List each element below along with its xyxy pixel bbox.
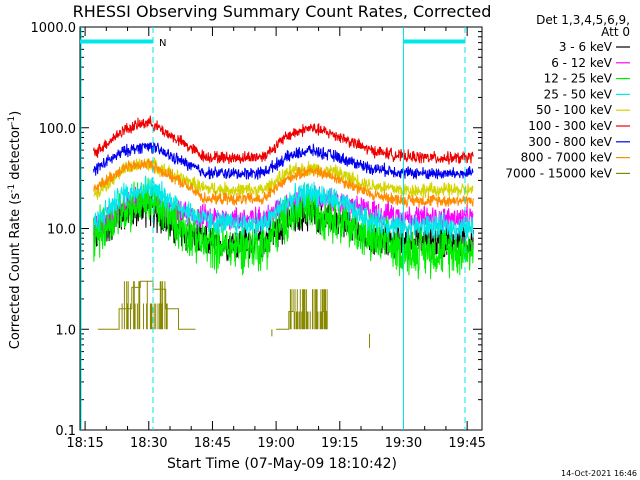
series-toggles-7000-15000 [288, 289, 328, 330]
x-tick-label: 18:30 [130, 436, 167, 451]
y-tick-label: 1000.0 [31, 21, 77, 36]
series-toggles-7000-15000 [121, 281, 168, 330]
legend-entry-label: 3 - 6 keV [559, 40, 613, 54]
attenuator-label: N [159, 38, 166, 49]
x-tick-label: 19:45 [448, 436, 485, 451]
series-line-6 [93, 141, 474, 181]
legend-entry-label: 12 - 25 keV [544, 72, 613, 86]
y-tick-label: 1.0 [55, 323, 76, 338]
attenuator-bar [80, 39, 154, 44]
y-axis-label-part: ) [8, 111, 23, 116]
legend-entry-label: 25 - 50 keV [544, 87, 613, 101]
y-axis-label: Corrected Count Rate (s-1 detector-1) [7, 111, 23, 349]
y-tick-label: 10.0 [47, 223, 76, 238]
legend-entry-label: 300 - 800 keV [528, 135, 612, 149]
series-line-3 [93, 175, 474, 242]
x-tick-label: 18:45 [194, 436, 231, 451]
legend-header: Det 1,3,4,5,6,9, [536, 13, 630, 27]
attenuator-bar [403, 39, 465, 44]
y-axis-label-part: detector [8, 124, 23, 184]
y-axis-label-part: -1 [7, 184, 17, 193]
y-axis-label-part: -1 [7, 116, 17, 125]
x-axis-label: Start Time (07-May-09 18:10:42) [167, 456, 397, 472]
chart-title: RHESSI Observing Summary Count Rates, Co… [73, 2, 492, 21]
y-tick-label: 100.0 [39, 122, 76, 137]
x-tick-label: 19:00 [257, 436, 294, 451]
series-traces [93, 115, 474, 349]
series-line-2 [93, 177, 474, 280]
legend-entry-label: 7000 - 15000 keV [505, 166, 612, 180]
x-tick-label: 18:15 [66, 436, 103, 451]
legend-entry-label: 100 - 300 keV [528, 119, 612, 133]
legend-entry-label: 6 - 12 keV [551, 56, 613, 70]
x-tick-label: 19:30 [385, 436, 422, 451]
render-timestamp: 14-Oct-2021 16:46 [561, 469, 637, 478]
x-tick-label: 19:15 [321, 436, 358, 451]
legend-entry-label: 50 - 100 keV [536, 103, 613, 117]
legend-entry-label: 800 - 7000 keV [521, 151, 613, 165]
y-axis-label-part: Corrected Count Rate (s [8, 193, 23, 350]
series-line-7 [93, 158, 474, 208]
legend-header: Att 0 [601, 25, 630, 39]
y-tick-label: 0.1 [55, 424, 76, 439]
series-line-5 [93, 115, 474, 165]
